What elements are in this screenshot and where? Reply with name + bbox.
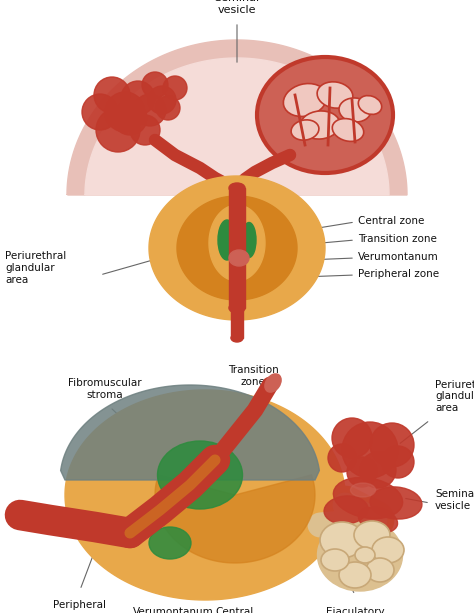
Ellipse shape — [321, 549, 349, 571]
Text: Verumontanum: Verumontanum — [133, 607, 213, 613]
Ellipse shape — [370, 487, 422, 519]
Circle shape — [113, 101, 147, 135]
Polygon shape — [67, 40, 407, 195]
Text: Periurethral
glandular
area: Periurethral glandular area — [435, 380, 474, 413]
Text: Central zone: Central zone — [358, 216, 424, 226]
Text: Seminal
vesicle: Seminal vesicle — [435, 489, 474, 511]
Ellipse shape — [218, 220, 236, 260]
Ellipse shape — [358, 508, 398, 533]
Circle shape — [156, 96, 180, 120]
Circle shape — [370, 423, 414, 467]
Ellipse shape — [229, 183, 245, 193]
Circle shape — [142, 72, 168, 98]
Polygon shape — [61, 385, 319, 480]
Circle shape — [82, 94, 118, 130]
Text: Fibromuscular
stroma: Fibromuscular stroma — [68, 378, 142, 400]
Text: Verumontanum: Verumontanum — [358, 252, 439, 262]
Ellipse shape — [300, 111, 340, 139]
Circle shape — [342, 422, 398, 478]
Polygon shape — [177, 196, 297, 300]
Circle shape — [382, 446, 414, 478]
Text: Peripheral zone: Peripheral zone — [358, 269, 439, 279]
Ellipse shape — [291, 120, 319, 140]
Ellipse shape — [339, 98, 371, 122]
Ellipse shape — [317, 82, 353, 108]
Ellipse shape — [366, 558, 394, 582]
Text: Periurethral
glandular
area: Periurethral glandular area — [5, 251, 66, 284]
Ellipse shape — [157, 441, 243, 509]
Circle shape — [134, 94, 166, 126]
Text: Ejaculatory
duct: Ejaculatory duct — [326, 607, 384, 613]
Ellipse shape — [283, 83, 327, 116]
Circle shape — [105, 92, 145, 132]
Circle shape — [130, 115, 160, 145]
Text: Transition
zone: Transition zone — [228, 365, 278, 387]
Circle shape — [332, 418, 372, 458]
Ellipse shape — [333, 478, 402, 519]
Circle shape — [328, 444, 356, 472]
Bar — [231, 308, 243, 338]
Ellipse shape — [320, 522, 364, 558]
Ellipse shape — [355, 547, 375, 563]
Ellipse shape — [372, 537, 404, 563]
Ellipse shape — [318, 519, 402, 591]
Ellipse shape — [339, 562, 371, 588]
Circle shape — [163, 76, 187, 100]
Circle shape — [96, 108, 140, 152]
Polygon shape — [149, 176, 325, 320]
Text: Central
zone: Central zone — [216, 607, 254, 613]
Text: Peripheral
zone: Peripheral zone — [54, 600, 107, 613]
Polygon shape — [65, 390, 345, 600]
Circle shape — [148, 86, 176, 114]
Polygon shape — [85, 58, 389, 195]
Ellipse shape — [332, 118, 364, 142]
Ellipse shape — [350, 483, 375, 497]
Ellipse shape — [229, 303, 245, 313]
Polygon shape — [209, 205, 265, 281]
Circle shape — [360, 452, 396, 488]
Ellipse shape — [242, 223, 256, 257]
Text: Transition zone: Transition zone — [358, 234, 437, 244]
Polygon shape — [257, 57, 393, 173]
Ellipse shape — [354, 521, 390, 549]
Ellipse shape — [324, 496, 368, 524]
Text: Seminal
vesicle: Seminal vesicle — [214, 0, 260, 15]
Ellipse shape — [229, 250, 249, 266]
Circle shape — [347, 457, 377, 487]
Bar — [229, 188, 245, 308]
Ellipse shape — [231, 334, 243, 342]
Polygon shape — [155, 475, 315, 563]
Circle shape — [121, 81, 155, 115]
Ellipse shape — [358, 96, 382, 115]
Circle shape — [94, 77, 130, 113]
Ellipse shape — [265, 374, 281, 392]
Ellipse shape — [149, 527, 191, 559]
